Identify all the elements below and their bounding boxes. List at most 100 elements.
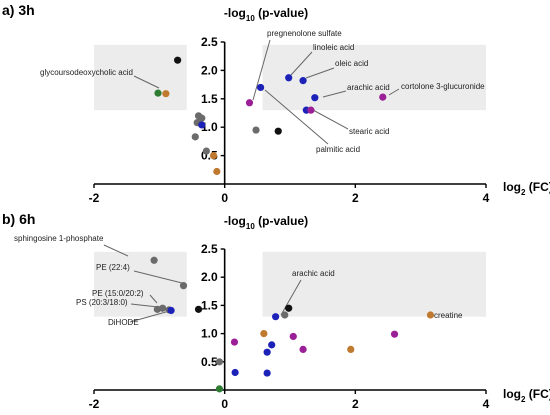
data-point-grey [159,304,167,312]
annotation-leader-line [149,294,158,304]
data-point-orange [162,90,170,98]
annotation-pregnenolone-sulfate: pregnenolone sulfate [267,29,342,38]
data-point-blue [257,83,265,92]
panel-label: b) 6h [2,211,35,227]
x-tick-label: 4 [483,191,490,205]
x-tick-label: -2 [89,191,100,205]
annotation-leader-line [130,303,159,308]
y-tick-label: 1.5 [201,92,218,106]
y-axis-title: -log10 (p-value) [224,214,308,231]
x-axis-title-sub: 2 [521,395,526,404]
data-point-black [285,304,293,312]
data-point-purple [245,99,254,107]
data-point-orange [347,345,355,353]
data-point-purple [379,93,387,101]
annotation-leader-line [322,90,347,98]
data-point-orange [209,152,218,160]
y-tick-label: 2.5 [201,242,218,256]
data-point-grey [179,282,188,290]
x-axis-title-rest: (FC) [525,387,550,401]
data-point-grey [198,114,206,122]
y-axis-title-main: -log [224,6,246,20]
data-point-blue [167,306,175,315]
data-point-blue [285,74,293,82]
y-axis-title-sub: 10 [246,222,255,231]
data-point-blue [263,369,271,377]
volcano-plot-3h: -2 0 2 40.51.01.52.02.5a) 3h -log10 (p-value… [2,2,550,205]
x-tick-label: 4 [483,397,490,411]
x-axis-title: log2 (FC) [503,387,550,404]
y-axis-title: -log10 (p-value) [224,6,308,23]
annotation-ps-20-3-18-0: PS (20:3/18:0) [76,298,128,307]
annotation-leader-line [388,88,400,96]
data-point-purple [390,330,399,338]
data-point-blue [272,313,280,321]
data-point-blue [299,77,307,85]
data-point-orange [213,167,221,176]
annotation-pe-15-0-20-2: PE (15:0/20:2) [92,289,144,298]
data-point-blue [263,348,271,356]
data-point-grey [281,311,289,319]
y-axis-title-rest: (p-value) [255,214,308,228]
data-point-green [215,385,224,393]
y-tick-label: 1.0 [201,120,218,134]
data-point-green [154,89,162,97]
data-point-grey [215,358,224,366]
x-axis-title: log2 (FC) [503,180,550,197]
annotation-pe-22-4: PE (22:4) [96,263,130,272]
data-point-black [274,127,282,135]
annotation-leader-line [129,309,174,323]
data-point-orange [260,330,268,338]
y-tick-label: 2.5 [201,35,218,49]
y-axis-title-sub: 10 [246,14,255,23]
annotation-arachic-acid: arachic acid [347,83,390,92]
significance-region [262,44,486,111]
y-tick-label: 1.5 [201,298,218,312]
annotation-leader-line [264,89,329,145]
y-axis-title-main: -log [224,214,246,228]
x-tick-label: 0 [221,397,228,411]
data-point-grey [202,147,210,155]
annotation-leader-line [305,67,335,79]
data-point-purple [289,332,297,341]
data-point-blue [268,341,276,349]
annotation-oleic-acid: oleic acid [335,59,368,68]
annotation-leader-line [280,279,302,316]
data-point-purple [299,345,307,353]
data-point-purple [307,106,315,114]
data-point-blue [231,368,239,377]
x-tick-label: -2 [89,397,100,411]
data-point-grey [191,133,199,141]
data-point-orange [426,311,435,319]
annotation-arachic-acid: arachic acid [292,269,335,278]
significance-region [262,251,486,317]
y-tick-label: 2.0 [201,270,218,284]
volcano-plot-6h: -2 0 2 4 0.5 1.0 1.5 2.0 2.5 b) 6h -log10 (p-value… [2,211,550,411]
annotation-stearic-acid: stearic acid [349,127,389,136]
x-tick-label: 2 [352,191,359,205]
y-tick-label: 2.0 [201,63,218,77]
annotation-leader-line [252,39,271,101]
data-point-blue [198,121,206,129]
annotation-leader-line [312,109,349,130]
data-point-black [174,56,182,64]
y-axis-title-rest: (p-value) [255,6,308,20]
data-point-black [194,305,203,313]
annotation-leader-line [290,51,313,76]
annotation-sphingosine-1-phosphate: sphingosine 1-phosphate [14,234,104,243]
annotation-dihode: DiHODE [108,318,139,327]
data-point-purple [230,338,239,346]
significance-region [94,251,187,317]
data-point-blue [311,94,319,102]
x-tick-label: 2 [352,397,359,411]
annotation-linoleic-acid: linoleic acid [313,43,354,52]
annotation-leader-line [103,244,129,257]
annotation-creatine: creatine [434,311,463,320]
y-tick-label: 1.0 [201,327,218,341]
x-tick-label: 0 [221,191,228,205]
x-axis-title-main: log [503,387,521,401]
x-axis-title-main: log [503,180,521,194]
annotation-palmitic-acid: palmitic acid [316,145,360,154]
y-tick-label: 0.5 [201,355,218,369]
